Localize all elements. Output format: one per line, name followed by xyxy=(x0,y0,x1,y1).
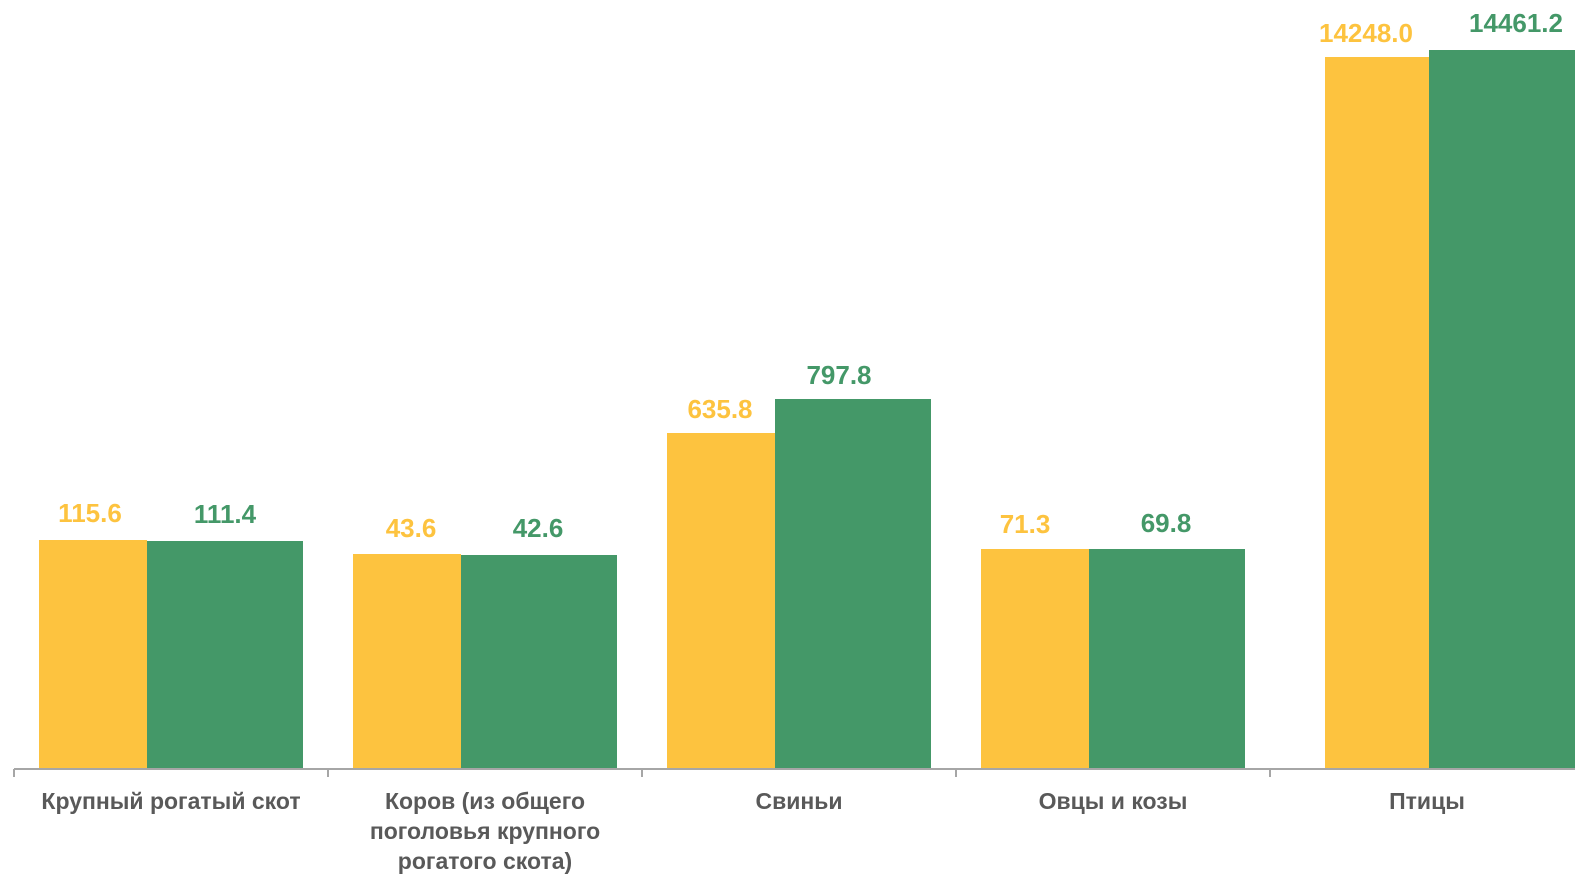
bar-series1-cat2 xyxy=(353,554,461,769)
category-label-2: Коров (из общего поголовья крупного рогато… xyxy=(370,788,600,874)
bar-series1-cat5 xyxy=(1325,57,1429,769)
data-label-series2-cat4: 69.8 xyxy=(1141,508,1192,538)
category-label-line: Свиньи xyxy=(755,788,842,814)
bar-series1-cat3 xyxy=(667,433,775,769)
bars-layer xyxy=(39,50,1575,769)
data-label-series2-cat1: 111.4 xyxy=(194,499,257,529)
data-label-series1-cat4: 71.3 xyxy=(1000,509,1051,539)
data-label-series1-cat2: 43.6 xyxy=(386,513,437,543)
category-label-line: Коров (из общего xyxy=(385,788,585,814)
bar-series2-cat3 xyxy=(775,399,931,769)
data-label-series1-cat5: 14248.0 xyxy=(1319,18,1413,48)
bar-series2-cat4 xyxy=(1089,549,1245,769)
category-label-4: Овцы и козы xyxy=(1039,788,1188,814)
x-axis-ticks xyxy=(13,769,1271,777)
bar-series1-cat1 xyxy=(39,540,147,769)
bar-series1-cat4 xyxy=(981,549,1089,769)
data-label-series1-cat1: 115.6 xyxy=(58,498,122,528)
category-label-line: Птицы xyxy=(1389,788,1465,814)
category-label-1: Крупный рогатый скот xyxy=(41,788,300,814)
data-label-series2-cat3: 797.8 xyxy=(806,360,871,390)
category-label-5: Птицы xyxy=(1389,788,1465,814)
value-labels-layer: 115.6 111.4 43.6 42.6 635.8 797.8 71.3 69.8 1424… xyxy=(58,8,1563,543)
bar-series2-cat5 xyxy=(1429,50,1575,769)
data-label-series2-cat2: 42.6 xyxy=(513,513,564,543)
category-label-3: Свиньи xyxy=(755,788,842,814)
category-label-line: поголовья крупного xyxy=(370,818,600,844)
category-labels-layer: Крупный рогатый скот Коров (из общего пого… xyxy=(41,788,1464,874)
bar-series2-cat2 xyxy=(461,555,617,769)
category-label-line: рогатого скота) xyxy=(398,848,572,874)
data-label-series2-cat5: 14461.2 xyxy=(1469,8,1563,38)
category-label-line: Крупный рогатый скот xyxy=(41,788,300,814)
bar-series2-cat1 xyxy=(147,541,303,769)
category-label-line: Овцы и козы xyxy=(1039,788,1188,814)
data-label-series1-cat3: 635.8 xyxy=(687,394,752,424)
